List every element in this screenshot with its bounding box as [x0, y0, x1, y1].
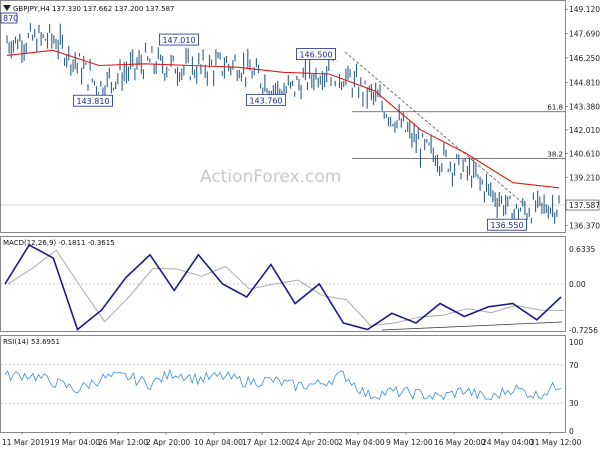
price-tick-label: 146.250: [569, 54, 600, 63]
time-tick-label: 10 Apr 04:00: [194, 438, 243, 447]
time-tick-label: 2 Apr 20:00: [146, 438, 190, 447]
watermark: ActionForex.com: [200, 167, 341, 187]
price-annotation-box: [73, 94, 113, 107]
fib-level-label: 38.2: [547, 151, 563, 159]
axis-layer: 149.120 147.690 146.250 144.810 143.380 142.0…: [2, 5, 600, 447]
corner-value: 870: [3, 14, 18, 23]
price-tick-label: 144.810: [569, 78, 600, 87]
price-tick-label: 147.690: [569, 29, 600, 38]
rsi-tick-label: 30: [569, 399, 579, 408]
moving-average-line: [6, 49, 560, 189]
macd-label: MACD(12,26,9) -0.1811 -0.3615: [3, 239, 115, 247]
time-tick-label: 26 Mar 12:00: [98, 438, 148, 447]
price-annotation-box: [487, 218, 527, 231]
time-tick-label: 9 May 12:00: [386, 438, 433, 447]
time-tick-label: 24 May 04:00: [482, 438, 534, 447]
rsi-tick-label: 100: [569, 338, 584, 347]
rsi-label: RSI(14) 53.6951: [3, 338, 60, 346]
symbol-header: GBPJPY,H4 137.330 137.662 137.200 137.58…: [13, 5, 175, 13]
last-price-box: [565, 199, 600, 211]
price-tick-label: 140.610: [569, 150, 600, 159]
corner-value-box: [0, 12, 18, 24]
time-tick-label: 17 Apr 12:00: [242, 438, 291, 447]
time-tick-label: 11 Mar 2019: [2, 438, 50, 447]
price-annotation-box: [159, 33, 199, 46]
rsi-panel-frame: [0, 335, 566, 433]
time-tick-label: 31 May 12:00: [530, 438, 582, 447]
macd-support-line: [381, 321, 563, 331]
price-annotation-box: [246, 93, 286, 106]
macd-line: [4, 243, 562, 331]
time-tick-label: 2 May 04:00: [338, 438, 385, 447]
fib-level-label: 61.8: [547, 104, 563, 112]
price-annotation-low-143810: 143.810: [76, 97, 109, 106]
price-tick-label: 139.210: [569, 173, 600, 182]
macd-panel-frame: [0, 236, 566, 332]
price-tick-label: 143.380: [569, 103, 600, 112]
price-tick-label: 142.010: [569, 126, 600, 135]
price-annotation-high-146500: 146.500: [299, 51, 332, 60]
macd-tick-label: -0.7256: [569, 326, 598, 335]
time-tick-label: 16 May 20:00: [434, 438, 486, 447]
rsi-tick-label: 70: [569, 361, 579, 370]
trend-line: [344, 51, 526, 206]
macd-tick-label: 0.00: [569, 280, 586, 289]
price-annotation-high-147010: 147.010: [162, 36, 195, 45]
rsi-line: [4, 368, 562, 401]
time-tick-label: 24 Apr 20:00: [290, 438, 339, 447]
macd-tick-label: 0.6335: [569, 245, 595, 254]
macd-layer: [1, 243, 565, 331]
price-annotation-low-136550: 136.550: [490, 221, 523, 230]
price-annotation-low-143760: 143.760: [249, 96, 282, 105]
price-tick-label: 136.370: [569, 222, 600, 231]
price-panel-frame: [0, 0, 566, 233]
time-tick-label: 19 Mar 04:00: [50, 438, 100, 447]
macd-signal-line: [7, 249, 565, 327]
price-tick-label: 149.120: [569, 5, 600, 14]
rsi-layer: [1, 364, 565, 404]
rsi-tick-label: 0: [569, 427, 574, 436]
price-tick-label: 137.587: [569, 201, 600, 210]
price-layer: 61.8 38.2 143.810 147.010 143.760 146.500 136.…: [1, 23, 565, 231]
symbol-dropdown-icon[interactable]: [3, 5, 11, 11]
price-annotation-box: [296, 48, 336, 60]
